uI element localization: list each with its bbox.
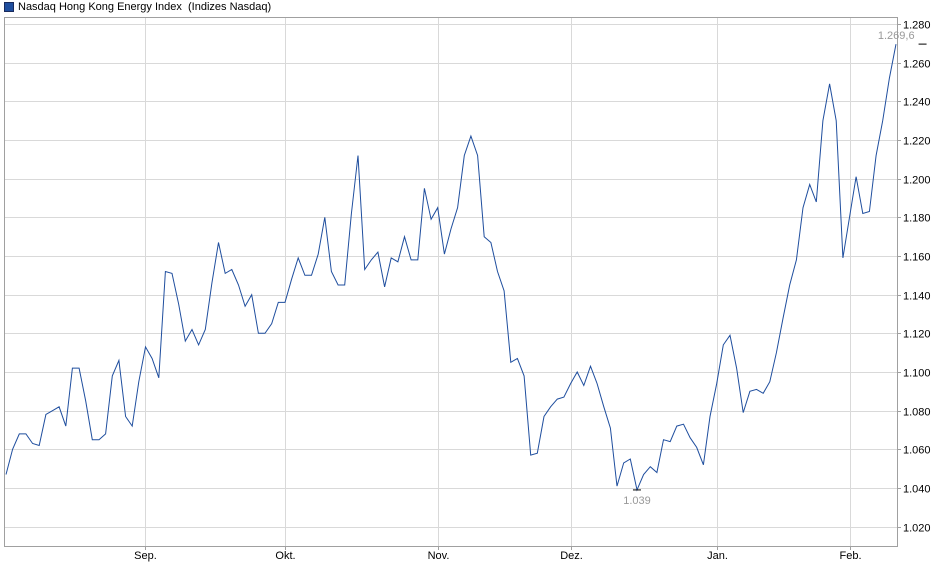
legend-swatch [4, 2, 14, 12]
x-tick-label: Nov. [428, 550, 450, 562]
x-tick-label: Sep. [134, 550, 157, 562]
y-tick-label: 1.280 [903, 20, 931, 32]
y-tick-label: 1.220 [903, 136, 931, 148]
y-tick-label: 1.240 [903, 97, 931, 109]
max-value-label: 1.269,6 [878, 30, 915, 42]
x-tick-label: Feb. [839, 550, 861, 562]
chart-legend: Nasdaq Hong Kong Energy Index (Indizes N… [4, 0, 271, 14]
series-line [5, 44, 897, 492]
y-tick-label: 1.120 [903, 329, 931, 341]
x-tick-label: Dez. [560, 550, 583, 562]
x-tick-label: Okt. [275, 550, 295, 562]
y-tick-label: 1.200 [903, 175, 931, 187]
chart-grid [4, 17, 897, 546]
x-tick-label: Jan. [707, 550, 728, 562]
plot-frame [4, 17, 898, 547]
y-tick-label: 1.180 [903, 213, 931, 225]
chart-annotations: 1.269,6 1.039 [623, 30, 927, 507]
y-tick-label: 1.020 [903, 523, 931, 535]
y-tick-label: 1.140 [903, 291, 931, 303]
min-value-label: 1.039 [623, 495, 651, 507]
y-tick-label: 1.060 [903, 445, 931, 457]
y-axis: 1.020 1.040 1.060 1.080 1.100 1.120 1.140 1.160… [897, 20, 931, 535]
y-tick-label: 1.040 [903, 484, 931, 496]
legend-label: Nasdaq Hong Kong Energy Index (Indizes N… [18, 1, 272, 13]
y-tick-label: 1.080 [903, 407, 931, 419]
x-axis: Sep. Okt. Nov. Dez. Jan. Feb. [134, 546, 862, 562]
y-tick-label: 1.100 [903, 368, 931, 380]
y-tick-label: 1.160 [903, 252, 931, 264]
y-tick-label: 1.260 [903, 59, 931, 71]
